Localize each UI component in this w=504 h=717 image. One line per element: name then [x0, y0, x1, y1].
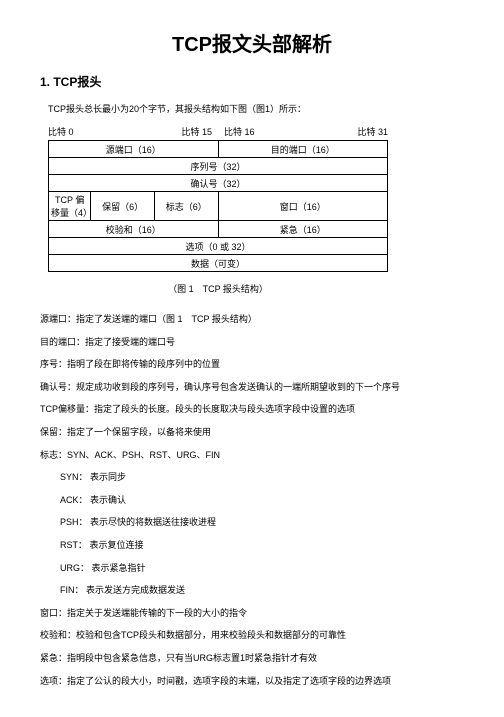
bit-labels-row: 比特 0 比特 15 比特 16 比特 31 — [48, 125, 388, 138]
page-title: TCP报文头部解析 — [40, 28, 464, 57]
figure-caption: （图 1 TCP 报头结构） — [40, 282, 396, 295]
explain-dstport: 目的端口：指定了接受端的端口号 — [40, 336, 464, 349]
explain-ack: 确认号：规定成功收到段的序列号，确认序号包含发送确认的一端所期望收到的下一个序号 — [40, 381, 464, 394]
explain-flags: 标志：SYN、ACK、PSH、RST、URG、FIN — [40, 449, 464, 462]
explain-rst: RST： 表示复位连接 — [60, 539, 464, 552]
bit-16-label: 比特 16 — [224, 125, 306, 138]
section-heading: 1. TCP报头 — [40, 73, 464, 90]
hdr-flags: 标志（6） — [154, 192, 218, 221]
explain-options: 选项：指定了公认的段大小，时间戳，选项字段的末端，以及指定了选项字段的边界选项 — [40, 675, 464, 688]
hdr-chksum: 校验和（16） — [49, 221, 219, 238]
explain-chksum: 校验和：校验和包含TCP段头和数据部分，用来校验段头和数据部分的可靠性 — [40, 629, 464, 642]
explain-offset: TCP偏移量：指定了段头的长度。段头的长度取决与段头选项字段中设置的选项 — [40, 403, 464, 416]
tcp-header-table: 源端口（16） 目的端口（16） 序列号（32） 确认号（32） TCP 偏移量… — [48, 140, 388, 272]
hdr-window: 窗口（16） — [218, 192, 388, 221]
bit-0-label: 比特 0 — [48, 125, 130, 138]
explain-window: 窗口：指定关于发送端能传输的下一段的大小的指令 — [40, 607, 464, 620]
hdr-offset: TCP 偏移量（4） — [49, 192, 91, 221]
explain-ackf: ACK： 表示确认 — [60, 494, 464, 507]
explain-urgent: 紧急：指明段中包含紧急信息，只有当URG标志置1时紧急指针才有效 — [40, 652, 464, 665]
hdr-ack: 确认号（32） — [49, 175, 388, 192]
explain-reserved: 保留：指定了一个保留字段，以备将来使用 — [40, 426, 464, 439]
hdr-data: 数据（可变） — [49, 255, 388, 272]
bit-15-label: 比特 15 — [130, 125, 212, 138]
explain-urg: URG： 表示紧急指针 — [60, 562, 464, 575]
hdr-seq: 序列号（32） — [49, 158, 388, 175]
hdr-srcport: 源端口（16） — [49, 141, 219, 158]
hdr-reserved: 保留（6） — [91, 192, 155, 221]
explain-psh: PSH： 表示尽快的将数据送往接收进程 — [60, 516, 464, 529]
hdr-urgent: 紧急（16） — [218, 221, 388, 238]
bit-31-label: 比特 31 — [306, 125, 388, 138]
explain-seq: 序号：指明了段在即将传输的段序列中的位置 — [40, 358, 464, 371]
explain-srcport: 源端口：指定了发送端的端口（图 1 TCP 报头结构） — [40, 313, 464, 326]
intro-text: TCP报头总长最小为20个字节，其报头结构如下图（图1）所示： — [48, 102, 464, 115]
explain-fin: FIN： 表示发送方完成数据发送 — [60, 584, 464, 597]
hdr-options: 选项（0 或 32） — [49, 238, 388, 255]
hdr-dstport: 目的端口（16） — [218, 141, 388, 158]
explain-syn: SYN： 表示同步 — [60, 471, 464, 484]
